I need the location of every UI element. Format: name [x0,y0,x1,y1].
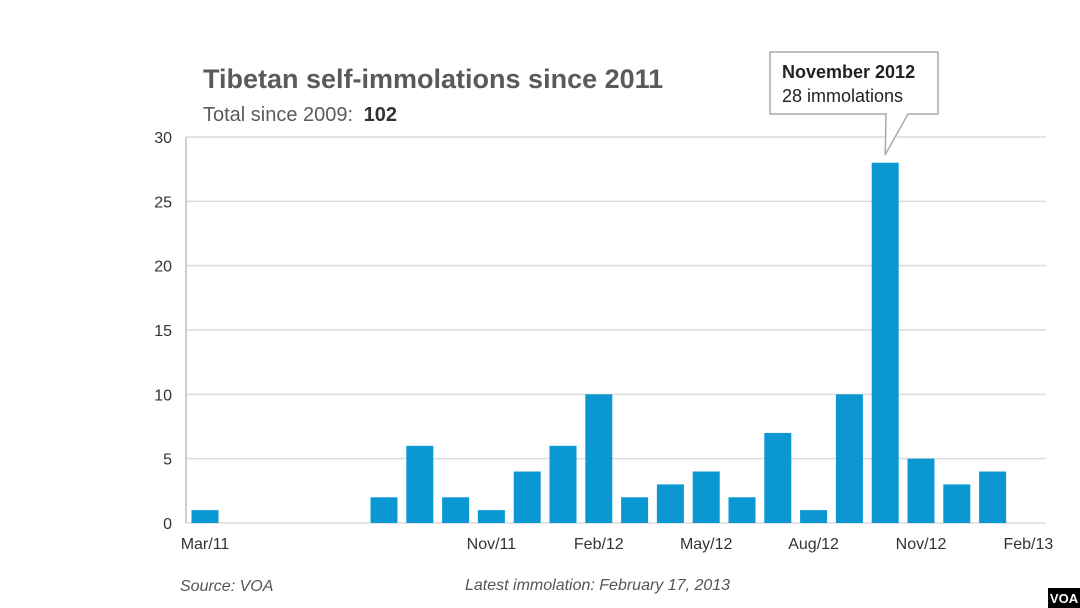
bar [585,394,613,523]
y-tick-label: 0 [163,516,172,533]
y-tick-label: 10 [154,387,172,404]
y-tick-label: 30 [154,130,172,147]
callout-box [769,51,939,156]
bar [943,484,971,523]
callout-text: 28 immolations [782,86,903,106]
bar [370,497,398,523]
chart-title: Tibetan self-immolations since 2011 [203,64,663,94]
bar [728,497,756,523]
y-tick-label: 15 [154,323,172,340]
source-note: Source: VOA [180,578,273,595]
voa-logo-text: VOA [1050,591,1079,606]
bar [549,445,577,523]
bar [406,445,434,523]
y-tick-label: 5 [163,452,172,469]
gridlines [186,136,1046,524]
bar [513,471,541,523]
bar [442,497,470,523]
bars [191,162,1007,523]
x-tick-label: Mar/11 [181,536,230,553]
subtitle-value: 102 [364,104,397,126]
x-tick-label: Aug/12 [788,536,839,553]
callout: November 2012 28 immolations [769,51,939,156]
voa-logo: VOA [1048,588,1080,608]
subtitle-label: Total since 2009: [203,104,353,126]
bar [656,484,684,523]
bar [692,471,720,523]
x-tick-label: Nov/11 [467,536,517,553]
bar [871,162,899,523]
bar [764,432,792,523]
voa-logo-bg [1048,588,1080,608]
x-tick-label: May/12 [680,536,733,553]
x-tick-label: Feb/13 [1003,536,1053,553]
y-tick-label: 20 [154,259,172,276]
x-tick-label: Feb/12 [574,536,624,553]
x-axis-ticks: Mar/11 Nov/11 Feb/12 May/12 Aug/12 Nov/12 Feb/… [181,536,1054,553]
callout-title: November 2012 [782,62,915,82]
bar [907,458,935,523]
y-axis-ticks: 0 5 10 15 20 25 30 [154,130,172,533]
bar [621,497,649,523]
x-tick-label: Nov/12 [896,536,947,553]
bar [835,394,863,523]
chart-subtitle: Total since 2009: 102 [203,104,397,126]
bar [477,510,505,523]
bar [191,510,219,523]
latest-note: Latest immolation: February 17, 2013 [465,577,730,594]
bar [800,510,828,523]
bar [979,471,1007,523]
y-tick-label: 25 [154,194,172,211]
